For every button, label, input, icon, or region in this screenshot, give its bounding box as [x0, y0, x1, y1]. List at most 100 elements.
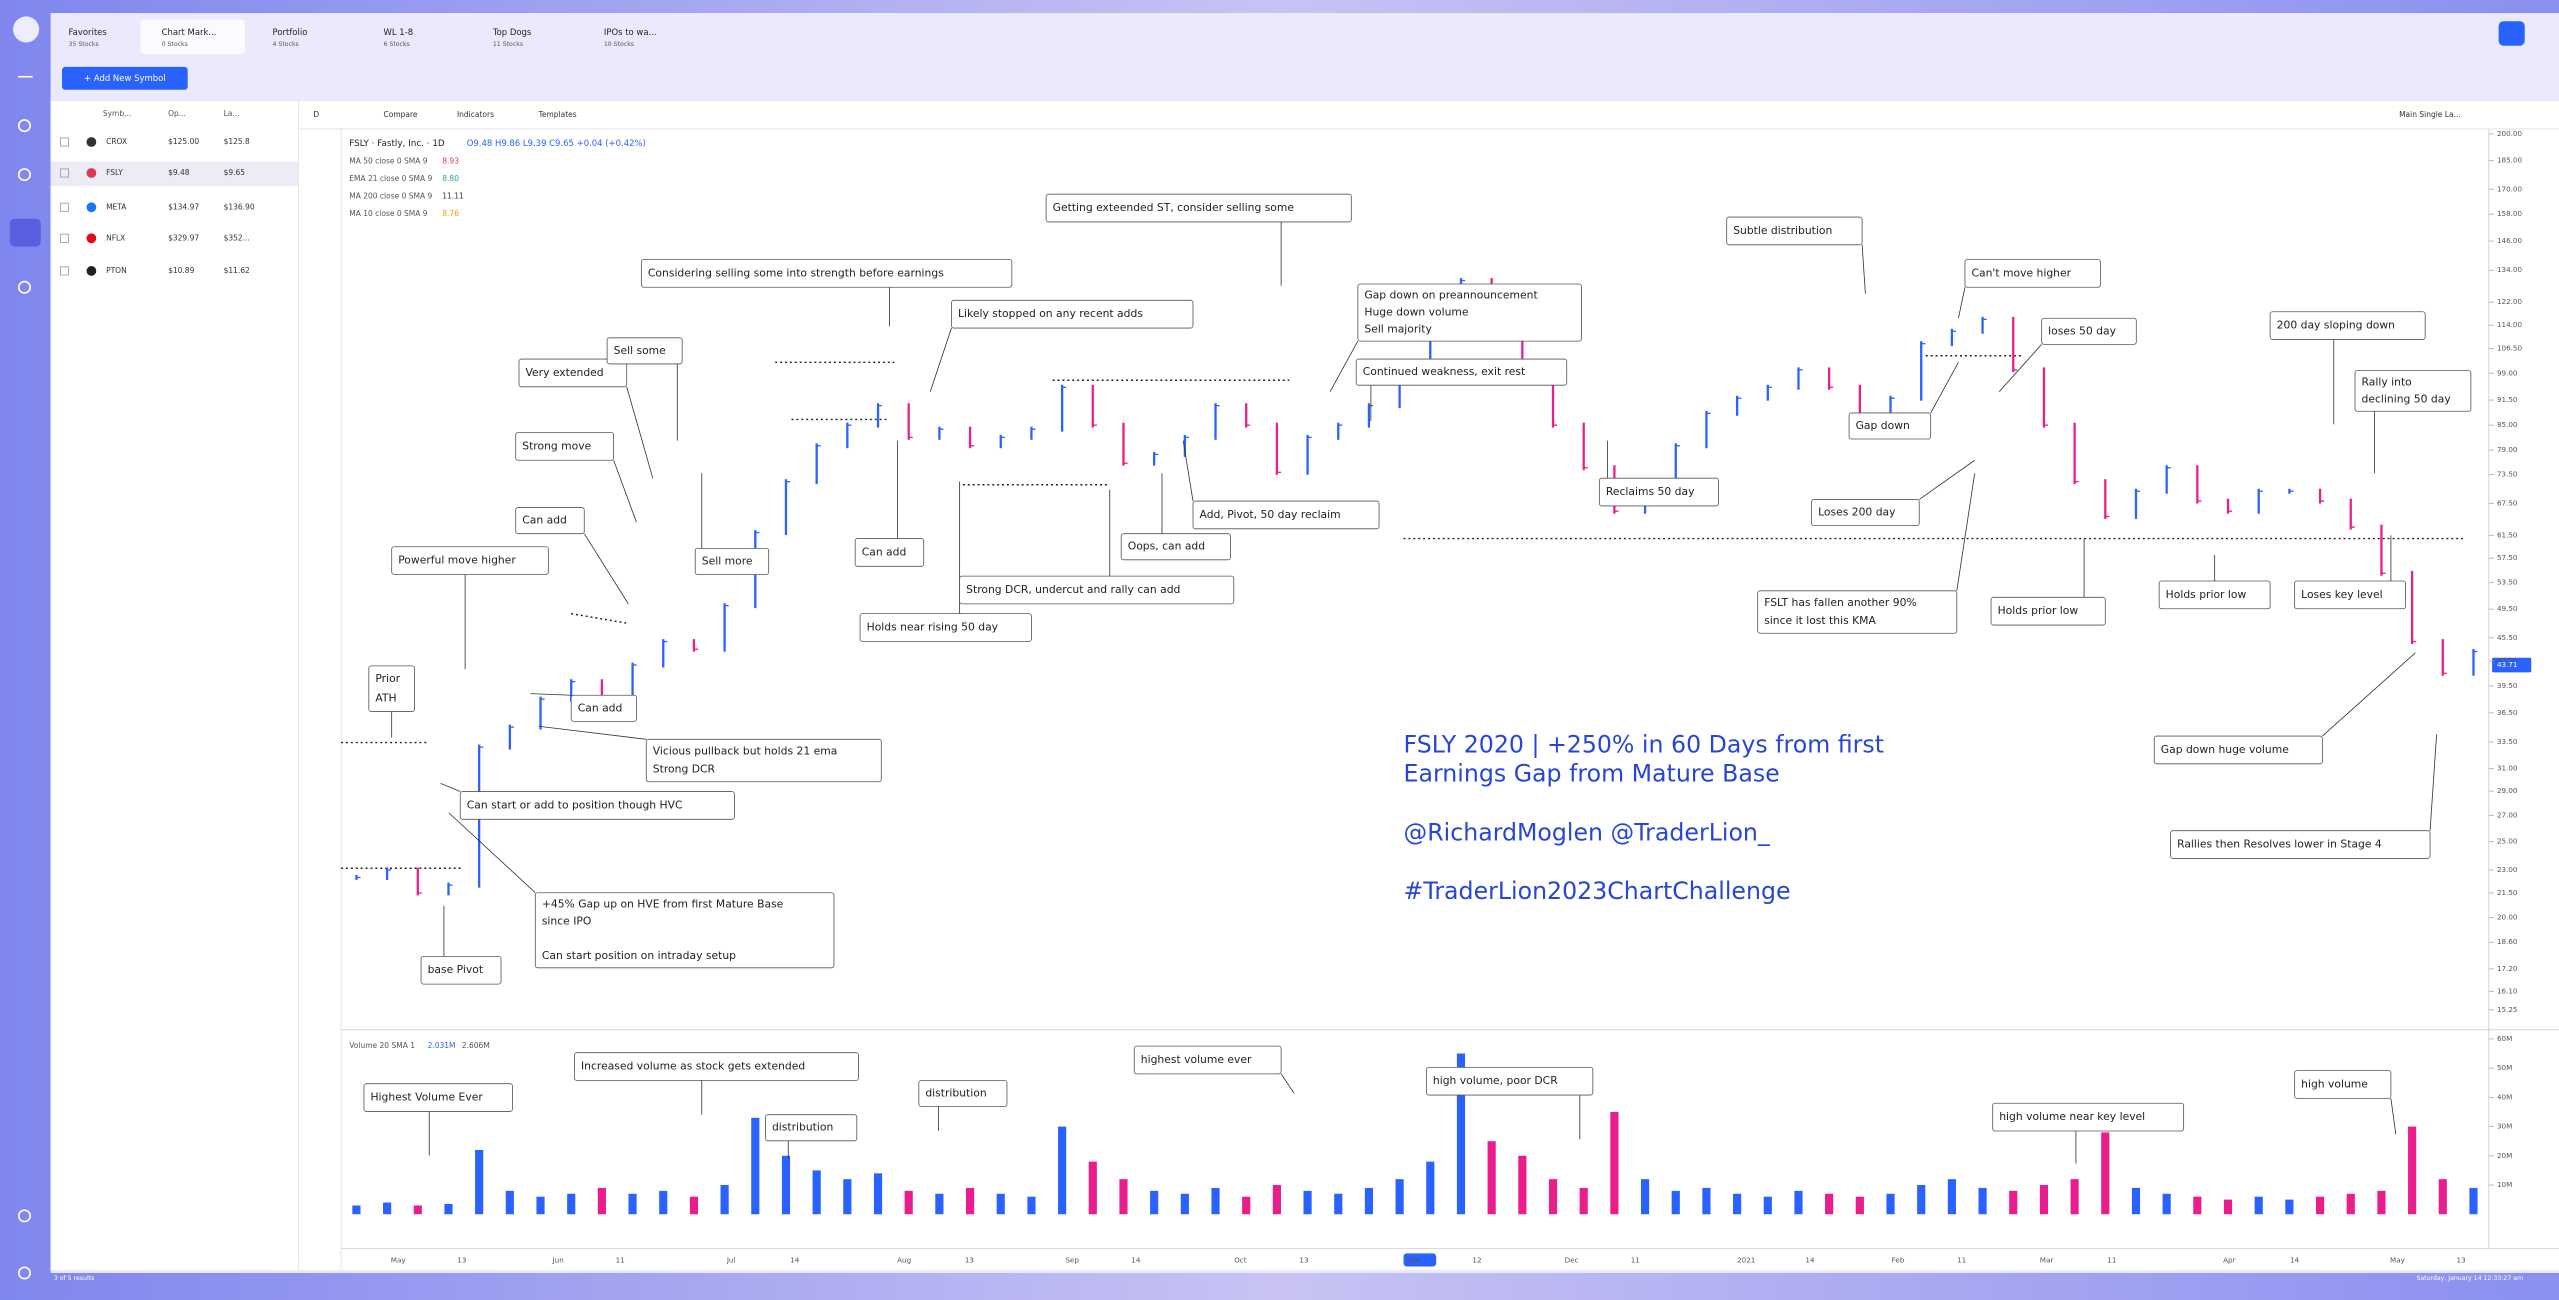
y-tick-label: 39.50 [2497, 681, 2518, 690]
volume-bar [2469, 1187, 2478, 1215]
toolbar-layout[interactable]: Main Single La... [2399, 110, 2461, 119]
symbol-logo [86, 137, 97, 147]
annotation-box [1357, 283, 1582, 342]
tab-title[interactable]: WL 1-8 [384, 27, 414, 37]
time-cursor [1403, 1253, 1437, 1267]
x-tick-label: May [2390, 1256, 2406, 1265]
nav-icon[interactable] [17, 1266, 32, 1280]
annotation-text: Prior [375, 672, 400, 685]
y-tick-label: 42.50 [2497, 656, 2518, 665]
symbol-cell[interactable]: FSLY [106, 168, 123, 177]
symbol-cell[interactable]: NFLX [106, 233, 125, 242]
column-header: La... [224, 109, 240, 118]
tab-title[interactable]: Favorites [69, 27, 107, 37]
price-cell[interactable]: $9.65 [224, 168, 246, 177]
volume-bar [597, 1187, 606, 1215]
legend-ohlc: O9.48 H9.86 L9.39 C9.65 +0.04 (+0.42%) [467, 138, 646, 148]
price-cell[interactable]: $10.89 [168, 266, 194, 275]
add-symbol-label[interactable]: + Add New Symbol [84, 73, 166, 83]
annotation-text: Can add [578, 701, 623, 714]
volume-bar [2285, 1199, 2294, 1215]
y-tick-label: 99.00 [2497, 368, 2518, 377]
toolbar-interval[interactable]: D [313, 110, 319, 119]
x-tick-label: 12 [1472, 1256, 1481, 1265]
add-symbol-button[interactable] [62, 66, 188, 90]
y-tick-label: 158.00 [2497, 209, 2523, 218]
volume-bar [352, 1205, 361, 1215]
price-cell[interactable]: $136.90 [224, 202, 255, 211]
y-tick-label: 73.50 [2497, 470, 2518, 479]
headline: @RichardMoglen @TraderLion_ [1404, 818, 1771, 846]
headline: #TraderLion2023ChartChallenge [1404, 877, 1791, 905]
checkbox[interactable] [59, 168, 69, 178]
price-cell[interactable]: $329.97 [168, 233, 199, 242]
volume-bar [1733, 1193, 1742, 1215]
nav-active[interactable] [9, 218, 41, 247]
annotation-leader [1956, 473, 1976, 591]
tab-sub: 11 Stocks [493, 41, 523, 48]
study-name: MA 10 close 0 SMA 9 [349, 209, 428, 218]
volume-annotation-box [1133, 1045, 1282, 1075]
annotation-text: declining 50 day [2362, 392, 2452, 405]
checkbox[interactable] [59, 266, 69, 276]
symbol-cell[interactable]: META [106, 202, 127, 211]
volume-bar [2193, 1196, 2202, 1215]
volume-bar [2438, 1179, 2447, 1215]
checkbox[interactable] [59, 233, 69, 243]
price-cell[interactable]: $352... [224, 233, 250, 242]
y-tick-label: 106.50 [2497, 343, 2523, 352]
price-cell[interactable]: $9.48 [168, 168, 190, 177]
volume-sma: 2.031M [428, 1041, 456, 1050]
new-tab-button[interactable] [2498, 21, 2525, 46]
tab-title[interactable]: Portfolio [273, 27, 308, 37]
volume-bar [1610, 1111, 1619, 1215]
y-tick-label: 31.00 [2497, 763, 2518, 772]
volume-annotation-text: high volume, poor DCR [1433, 1074, 1558, 1087]
annotation-box [1990, 596, 2106, 626]
tab-title[interactable]: IPOs to wa... [604, 27, 657, 37]
tab-title[interactable]: Chart Mark... [162, 27, 217, 37]
annotation-box [606, 337, 683, 365]
nav-icon[interactable] [17, 168, 32, 182]
watchlist-panel [50, 101, 299, 1270]
checkbox[interactable] [59, 202, 69, 212]
x-tick-label: 13 [965, 1256, 974, 1265]
nav-icon[interactable] [17, 280, 32, 294]
annotation-text: +45% Gap up on HVE from first Mature Bas… [542, 898, 784, 911]
volume-bar [2377, 1190, 2386, 1215]
volume-annotation-text: high volume [2301, 1077, 2368, 1090]
price-cell[interactable]: $125.00 [168, 137, 199, 146]
annotation-text: Considering selling some into strength b… [648, 266, 944, 279]
annotation-box [859, 613, 1032, 642]
logo[interactable] [13, 16, 40, 43]
tab-title[interactable]: Top Dogs [492, 27, 531, 37]
y-tick-label: 15.25 [2497, 1005, 2518, 1014]
annotation-leader [440, 782, 461, 792]
x-tick-label: 14 [1131, 1256, 1141, 1265]
toolbar-compare[interactable]: Compare [384, 110, 418, 119]
annotation-text: Likely stopped on any recent adds [958, 307, 1143, 320]
nav-icon[interactable] [17, 119, 32, 133]
volume-bar [536, 1196, 545, 1215]
last-price-box [2492, 657, 2532, 673]
price-cell[interactable]: $134.97 [168, 202, 199, 211]
annotation-box [459, 791, 735, 820]
price-cell[interactable]: $11.62 [224, 266, 250, 275]
checkbox[interactable] [59, 137, 69, 147]
price-cell[interactable]: $125.8 [224, 137, 250, 146]
x-tick-label: 13 [1299, 1256, 1308, 1265]
annotation-leader [626, 386, 654, 479]
x-tick-label: 2021 [1737, 1256, 1755, 1265]
volume-bar [505, 1190, 514, 1215]
symbol-cell[interactable]: CROX [106, 137, 127, 146]
y-tick-label: 23.00 [2497, 865, 2518, 874]
nav-icon[interactable] [17, 1209, 32, 1223]
toolbar-indicators[interactable]: Indicators [457, 110, 494, 119]
active-tab[interactable] [140, 19, 245, 54]
volume-bar [567, 1193, 576, 1215]
annotation-leader [2429, 734, 2438, 831]
symbol-cell[interactable]: PTON [106, 266, 127, 275]
toolbar-templates[interactable]: Templates [538, 110, 577, 119]
volume-value: 2.606M [462, 1041, 490, 1050]
